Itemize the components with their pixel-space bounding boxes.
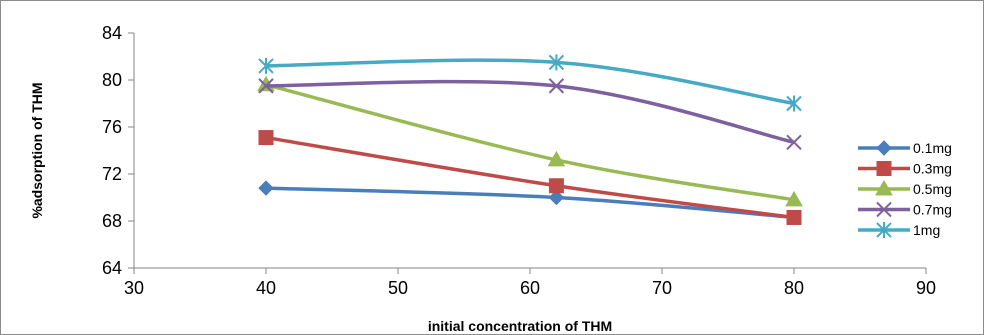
x-tick-label: 50 [388,278,408,298]
series-line-0-7mg [265,79,795,144]
data-point-0-5mg [547,150,566,167]
legend-marker [876,161,892,176]
legend-label: 0.1mg [913,140,952,156]
series-0-5mg [257,75,803,207]
legend-label: 0.3mg [913,161,952,177]
data-point-1mg [548,54,565,71]
y-tick-label: 84 [102,23,122,43]
y-tick-label: 76 [102,117,122,137]
legend-marker [875,179,893,196]
data-point-0-5mg [257,75,275,92]
x-tick-label: 70 [652,278,672,298]
data-point-1mg [258,57,274,74]
x-tick-label: 40 [256,278,276,298]
series-0-7mg [258,78,802,150]
legend-item-0-7mg: 0.7mg [858,202,952,218]
y-tick-label: 72 [102,164,122,184]
data-point-0-3mg [548,178,564,194]
y-tick-label: 68 [102,211,122,231]
legend-label: 0.5mg [913,181,952,197]
legend-item-0-3mg: 0.3mg [858,161,952,177]
axes [128,32,927,274]
legend-label: 0.7mg [913,202,952,218]
data-point-0-3mg [786,209,802,225]
data-point-1mg [786,95,802,112]
series-0-3mg [258,130,802,225]
data-point-0-1mg [258,180,274,196]
series-line-0-3mg [265,135,795,220]
legend-item-1mg: 1mg [858,222,940,238]
data-point-0-7mg [258,78,274,94]
x-axis-title: initial concentration of THM [428,318,612,334]
series-line-1mg [265,58,795,106]
legend: 0.1mg 0.3mg 0.5mg 0.7mg 1mg [858,140,952,238]
x-tick-label: 90 [916,278,936,298]
data-point-0-7mg [548,78,565,94]
data-point-0-3mg [258,130,274,146]
data-point-0-7mg [786,134,802,150]
data-point-0-5mg [785,190,803,207]
series-lines [257,54,803,226]
legend-marker [876,201,892,218]
y-tick-label: 80 [102,70,122,90]
x-tick-label: 30 [124,278,144,298]
series-line-0-1mg [265,186,795,220]
tick-labels: 64 68 72 76 80 84 30 40 50 60 70 80 90 [102,23,936,298]
x-tick-label: 80 [784,278,804,298]
legend-marker [876,140,892,156]
legend-item-0-5mg: 0.5mg [858,179,952,197]
y-tick-label: 64 [102,258,122,278]
y-axis-title: %adsorption of THM [29,82,45,218]
data-point-0-1mg [548,189,565,206]
legend-label: 1mg [913,222,940,238]
legend-item-0-1mg: 0.1mg [858,140,952,156]
x-tick-label: 60 [520,278,540,298]
legend-marker [876,222,892,238]
series-1mg [258,54,802,112]
